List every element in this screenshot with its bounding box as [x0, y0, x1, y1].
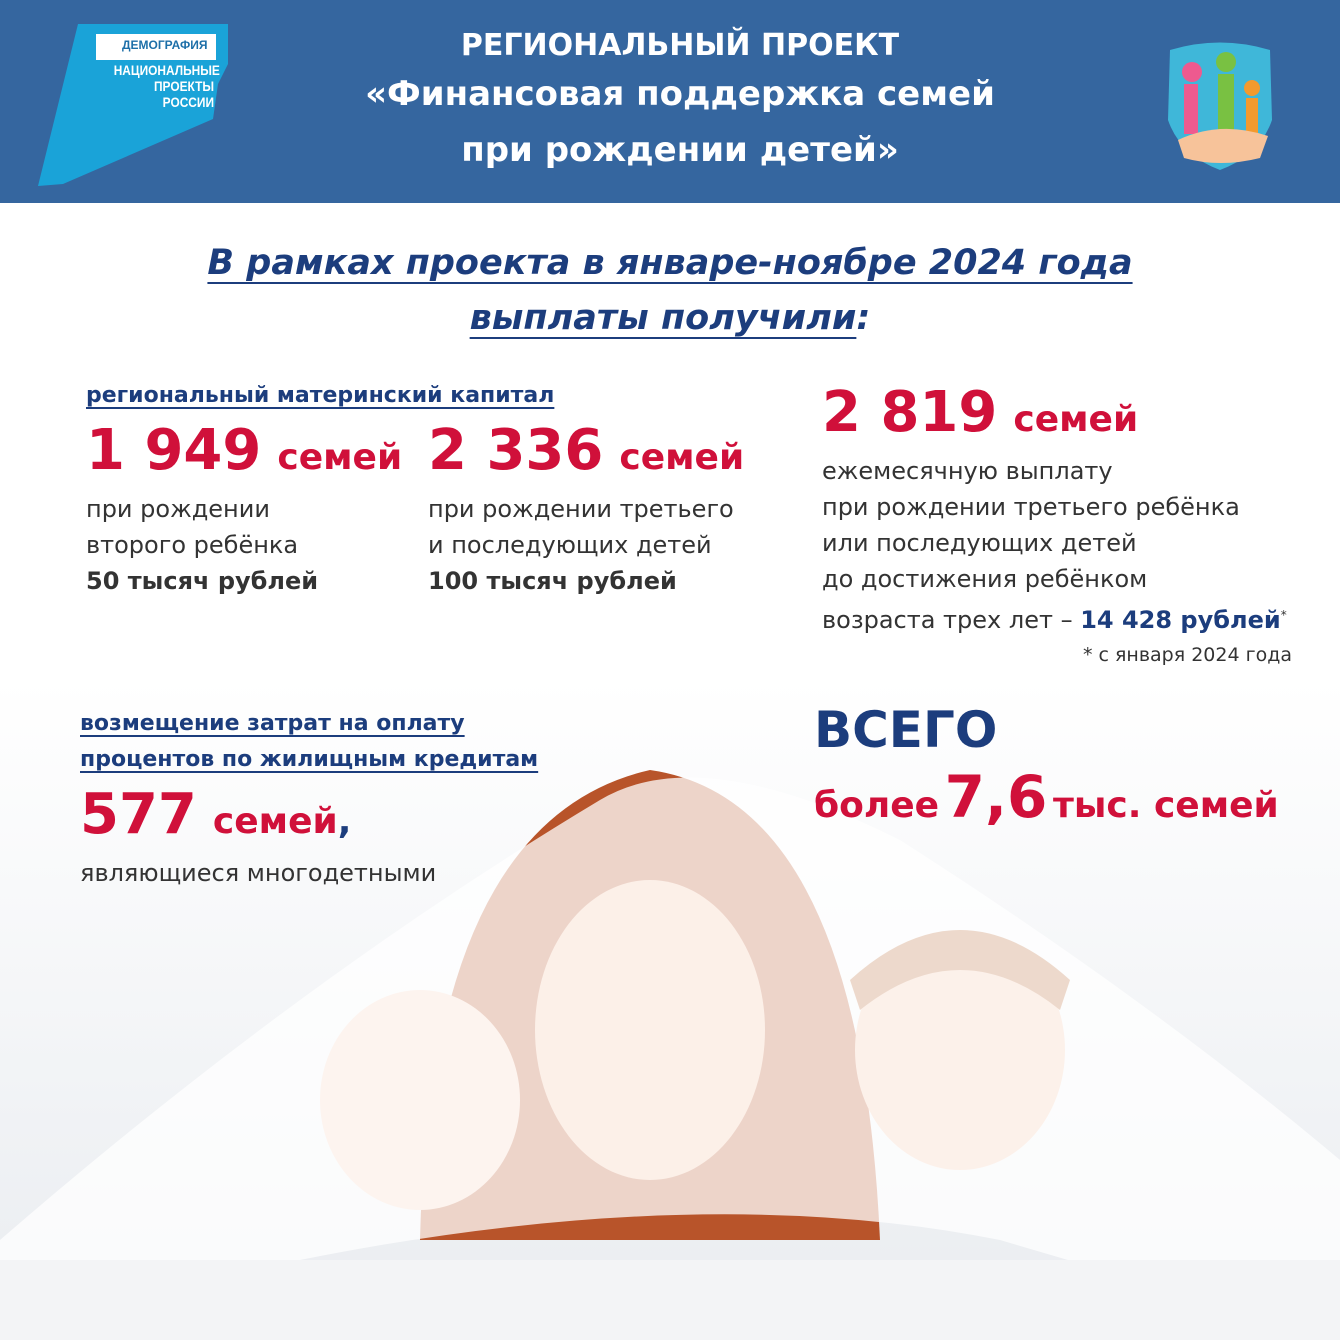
family-photo [0, 680, 1340, 1340]
header: ДЕМОГРАФИЯ НАЦИОНАЛЬНЫЕ ПРОЕКТЫ РОССИИ Р… [0, 0, 1340, 203]
subtitle: В рамках проекта в январе-ноябре 2024 го… [207, 243, 1133, 338]
national-projects-logo: ДЕМОГРАФИЯ НАЦИОНАЛЬНЫЕ ПРОЕКТЫ РОССИИ [38, 24, 228, 186]
family-logo [1160, 40, 1280, 172]
mortgage-section: возмещение затрат на оплату процентов по… [80, 711, 539, 887]
header-title: РЕГИОНАЛЬНЫЙ ПРОЕКТ «Финансовая поддержк… [365, 28, 995, 170]
total-section: ВСЕГО более 7,6 тыс. семей [814, 701, 1279, 831]
capital-item-second: 1 949 семей при рождении второго ребёнка … [86, 418, 403, 595]
monthly-payment: 2 819 семей ежемесячную выплату при рожде… [822, 380, 1292, 666]
capital-section: региональный материнский капитал [86, 383, 555, 408]
capital-item-third: 2 336 семей при рождении третьего и после… [428, 418, 745, 595]
